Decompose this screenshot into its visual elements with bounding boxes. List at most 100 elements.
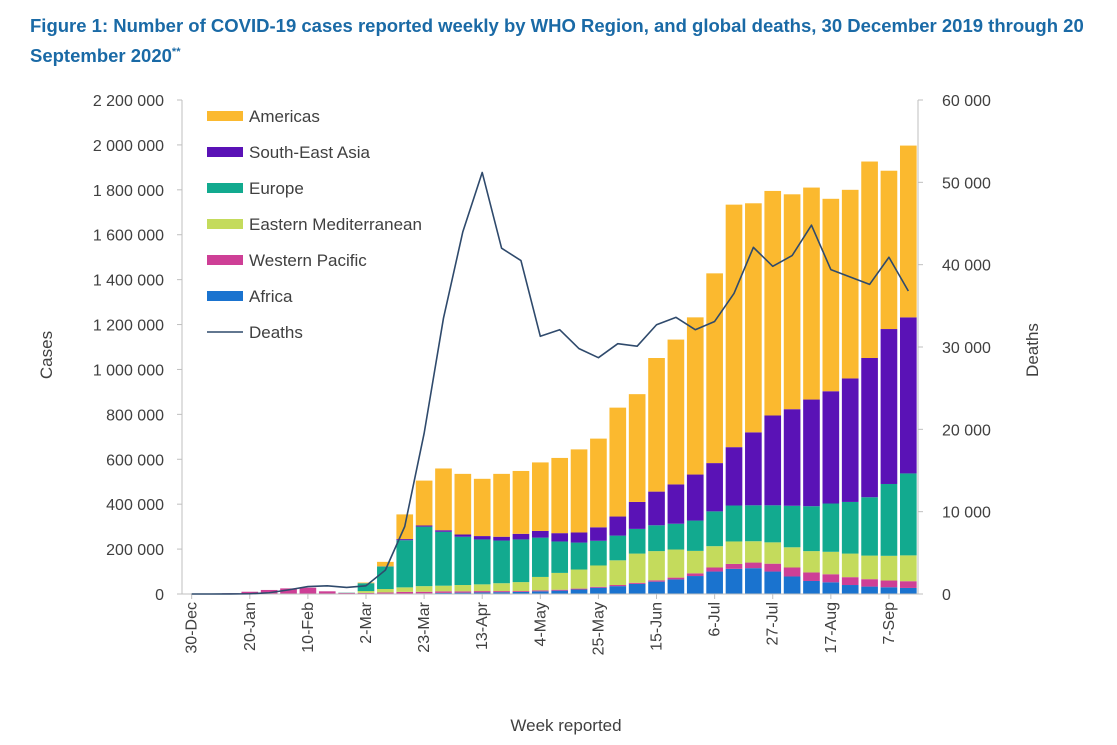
legend-label-europe: Europe [249, 179, 304, 198]
y-tick-label: 1 000 000 [93, 362, 164, 379]
bar-americas-8-jun [628, 394, 646, 502]
bar-south-east-asia-14-sep [899, 317, 917, 474]
x-tick-label: 2-Mar [358, 601, 375, 643]
bar-europe-20-jul [745, 505, 762, 542]
bar-eastern-mediterranean-31-aug [861, 555, 878, 580]
bar-europe-13-apr [473, 539, 491, 585]
bar-eastern-mediterranean-17-aug [822, 551, 840, 575]
bar-western-pacific-10-feb [299, 587, 317, 594]
bar-americas-7-sep [880, 170, 898, 330]
bar-americas-14-sep [899, 145, 917, 318]
y-tick-label: 1 400 000 [93, 273, 164, 290]
y-tick-label: 400 000 [106, 497, 164, 514]
bar-africa-11-may [551, 590, 569, 594]
bar-western-pacific-13-jul [725, 563, 743, 569]
bar-eastern-mediterranean-1-jun [609, 560, 627, 586]
y-tick-label: 2 000 000 [93, 138, 164, 155]
bar-western-pacific-22-jun [667, 577, 685, 580]
bar-south-east-asia-13-jul [725, 447, 743, 506]
bar-americas-1-jun [609, 407, 627, 517]
y2-tick-label: 20 000 [942, 422, 991, 439]
x-axis-title: Week reported [510, 716, 621, 735]
bar-eastern-mediterranean-4-may [531, 576, 549, 591]
bar-western-pacific-13-apr [473, 591, 491, 593]
bar-western-pacific-31-aug [861, 579, 878, 587]
bar-africa-13-apr [473, 592, 491, 594]
bar-africa-31-aug [861, 586, 878, 594]
bar-eastern-mediterranean-6-apr [454, 585, 472, 592]
y2-tick-label: 0 [942, 587, 951, 604]
bar-europe-27-apr [512, 539, 530, 583]
y2-tick-label: 60 000 [942, 93, 991, 110]
deaths-line [191, 171, 910, 595]
bar-americas-13-apr [473, 478, 491, 537]
bar-eastern-mediterranean-13-jul [725, 541, 743, 564]
bar-europe-15-jun [648, 525, 665, 552]
bar-western-pacific-9-mar [377, 592, 394, 594]
y2-tick-label: 30 000 [942, 340, 991, 357]
bar-americas-25-may [590, 438, 607, 528]
bar-south-east-asia-13-apr [473, 536, 491, 540]
bar-south-east-asia-31-aug [861, 358, 878, 498]
bar-western-pacific-18-may [570, 588, 588, 590]
bar-europe-6-jul [706, 511, 723, 547]
legend-swatch-eastern-mediterranean [207, 219, 243, 229]
legend-label-deaths: Deaths [249, 323, 303, 342]
legend-swatch-europe [207, 183, 243, 193]
legend-swatch-south-east-asia [207, 147, 243, 157]
bar-western-pacific-27-apr [512, 591, 530, 592]
y2-tick-label: 40 000 [942, 258, 991, 275]
legend-label-eastern-mediterranean: Eastern Mediterranean [249, 215, 422, 234]
bar-south-east-asia-22-jun [667, 484, 685, 524]
bar-western-pacific-6-apr [454, 591, 472, 593]
bar-americas-22-jun [667, 339, 685, 485]
bar-americas-17-aug [822, 198, 840, 392]
bar-eastern-mediterranean-23-mar [415, 586, 433, 592]
bar-europe-7-sep [880, 483, 898, 556]
figure-title: Figure 1: Number of COVID-19 cases repor… [30, 12, 1090, 69]
bar-africa-3-aug [783, 576, 801, 594]
bar-eastern-mediterranean-11-may [551, 572, 569, 590]
bar-eastern-mediterranean-27-jul [764, 542, 782, 564]
bar-western-pacific-27-jul [764, 563, 782, 572]
figure-title-text: Figure 1: Number of COVID-19 cases repor… [30, 15, 1084, 67]
bar-europe-3-aug [783, 505, 801, 548]
bar-europe-20-apr [493, 540, 510, 584]
x-tick-label: 30-Dec [184, 602, 201, 654]
y-tick-label: 0 [155, 587, 164, 604]
bar-europe-31-aug [861, 497, 878, 556]
bar-americas-20-jul [745, 203, 762, 433]
bar-south-east-asia-6-jul [706, 463, 723, 512]
bar-eastern-mediterranean-27-apr [512, 582, 530, 592]
bar-eastern-mediterranean-24-aug [841, 553, 859, 578]
bar-europe-17-aug [822, 503, 840, 552]
bar-americas-29-jun [686, 317, 704, 475]
y-tick-label: 1 800 000 [93, 183, 164, 200]
bar-americas-27-jul [764, 190, 782, 416]
bar-south-east-asia-1-jun [609, 516, 627, 536]
bar-western-pacific-24-feb [338, 592, 355, 594]
bars-layer [183, 145, 917, 594]
bar-europe-11-may [551, 541, 569, 573]
bar-western-pacific-7-sep [880, 580, 898, 588]
bar-africa-27-jul [764, 571, 782, 594]
legend-label-south-east-asia: South-East Asia [249, 143, 371, 162]
bar-africa-18-may [570, 589, 588, 594]
bar-europe-13-jul [725, 505, 743, 542]
bar-africa-14-sep [899, 587, 917, 594]
bar-africa-1-jun [609, 586, 627, 594]
bar-eastern-mediterranean-9-mar [377, 589, 394, 593]
y-tick-label: 1 200 000 [93, 318, 164, 335]
bar-europe-1-jun [609, 535, 627, 561]
bar-eastern-mediterranean-20-jul [745, 541, 762, 563]
bar-africa-29-jun [686, 576, 704, 594]
y2-tick-label: 10 000 [942, 505, 991, 522]
y-tick-label: 600 000 [106, 452, 164, 469]
bar-western-pacific-25-may [590, 586, 607, 588]
bar-africa-7-sep [880, 587, 898, 594]
bar-europe-9-mar [377, 566, 394, 590]
bar-africa-24-aug [841, 585, 859, 594]
x-tick-label: 27-Jul [765, 602, 782, 646]
bar-africa-20-jul [745, 568, 762, 594]
bar-africa-4-may [531, 591, 549, 594]
